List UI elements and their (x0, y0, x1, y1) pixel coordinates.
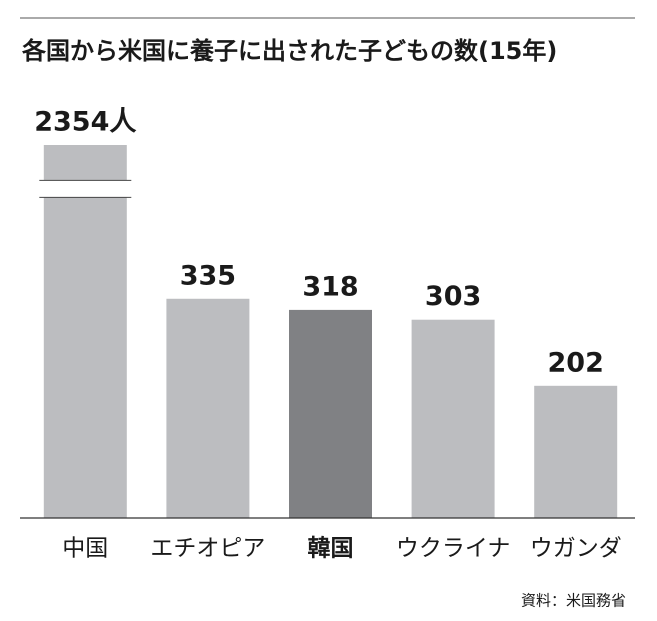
x-tick-label: エチオピア (150, 536, 265, 562)
chart-title: 各国から米国に養子に出された子どもの数(15年) (21, 37, 557, 65)
bar (166, 298, 250, 518)
x-tick-label: ウガンダ (530, 536, 622, 562)
source-note: 資料：米国務省 (521, 592, 626, 610)
axis-break-gap (39, 180, 132, 198)
bar (534, 385, 618, 518)
value-label: 318 (302, 271, 358, 302)
bar (289, 309, 372, 518)
x-tick-label: ウクライナ (396, 536, 511, 562)
value-label: 202 (548, 347, 604, 378)
bar (43, 145, 127, 518)
value-label: 2354人 (34, 107, 136, 138)
value-label: 335 (180, 260, 236, 291)
value-label: 303 (425, 281, 481, 312)
x-tick-label: 中国 (62, 536, 108, 562)
x-tick-label: 韓国 (308, 535, 354, 562)
bar (411, 319, 495, 518)
